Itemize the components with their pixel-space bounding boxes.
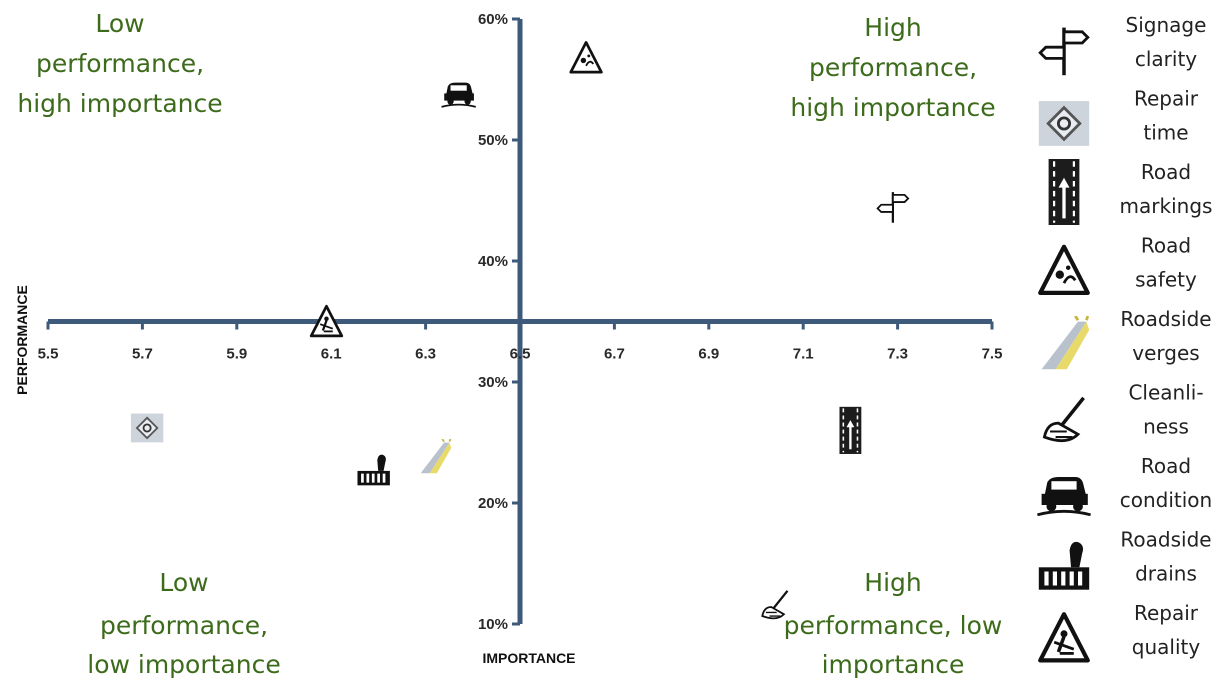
legend-label: safety [1135, 268, 1197, 292]
quadrant-label-top-left: Low performance, high importance [17, 9, 222, 118]
legend-label: quality [1132, 635, 1201, 659]
y-tick-label: 60% [478, 11, 508, 28]
y-tick-label: 30% [478, 374, 508, 391]
legend-label: Roadside [1120, 307, 1211, 331]
quadrant-label-line: performance, [100, 611, 268, 640]
quadrant-label-line: performance, [36, 49, 204, 78]
legend-label: time [1143, 121, 1188, 145]
legend-signpost-icon [1038, 25, 1090, 77]
legend-label: ness [1143, 415, 1189, 439]
x-ticks: 5.5 5.7 5.9 6.1 6.3 6.5 6.7 6.9 7.1 7.3 7.5 [38, 321, 1003, 363]
legend-label: condition [1120, 488, 1212, 512]
x-tick-label: 5.9 [226, 346, 247, 363]
legend-label: Repair [1134, 601, 1199, 625]
legend-car-pothole-icon [1036, 475, 1092, 517]
legend: Signage clarity Repair time Road markings Road… [1036, 13, 1213, 660]
y-tick-label: 50% [478, 132, 508, 149]
quadrant-label-line: Low [95, 9, 144, 38]
x-tick-label: 7.1 [793, 346, 814, 363]
legend-label: Road [1141, 234, 1191, 258]
legend-sweeping-icon [1042, 396, 1086, 443]
x-tick-label: 6.1 [321, 346, 342, 363]
legend-label: Road [1141, 454, 1191, 478]
quadrant-label-line: importance [822, 650, 965, 679]
y-ticks: 10% 20% 30% 40% 50% 60% [478, 11, 520, 633]
x-axis-title: IMPORTANCE [482, 650, 575, 666]
y-tick-label: 20% [478, 495, 508, 512]
x-tick-label: 5.7 [132, 346, 153, 363]
quadrant-label-line: performance, low [784, 611, 1003, 640]
data-point-signpost-icon [876, 191, 910, 224]
legend-label: clarity [1135, 47, 1197, 71]
quadrant-label-line: performance, [809, 53, 977, 82]
x-tick-label: 6.9 [698, 346, 719, 363]
data-point-sweeping-icon [761, 589, 789, 620]
quadrant-label-line: Low [159, 568, 208, 597]
legend-label: Roadside [1120, 528, 1211, 552]
data-point-repair-sign-icon [130, 412, 165, 444]
legend-label: Signage [1126, 13, 1207, 37]
y-tick-label: 10% [478, 616, 508, 633]
legend-road-markings-icon [1047, 159, 1081, 225]
x-tick-label: 7.3 [887, 346, 908, 363]
quadrant-label-line: High [864, 13, 921, 42]
y-tick-label: 40% [478, 253, 508, 270]
quadrant-label-bottom-left: Low performance, low importance [87, 568, 280, 679]
x-tick-label: 5.5 [38, 346, 59, 363]
legend-label: markings [1120, 194, 1213, 218]
data-point-roadside-verge-icon [419, 439, 453, 475]
quadrant-label-top-right: High performance, high importance [790, 13, 995, 122]
legend-roadworks-sign-icon [1040, 614, 1088, 660]
data-point-drain-grate-icon [357, 454, 390, 486]
x-tick-label: 6.7 [604, 346, 625, 363]
data-point-warning-triangle-icon [569, 41, 603, 74]
x-tick-label: 6.5 [510, 346, 531, 363]
legend-repair-sign-icon [1037, 99, 1091, 148]
x-tick-label: 7.5 [982, 346, 1003, 363]
legend-label: drains [1135, 562, 1197, 586]
legend-drain-grate-icon [1038, 541, 1090, 590]
data-point-road-markings-icon [839, 405, 862, 456]
quadrant-label-line: low importance [87, 650, 280, 679]
data-point-car-pothole-icon [440, 81, 477, 108]
legend-label: Road [1141, 160, 1191, 184]
y-axis-title: PERFORMANCE [14, 285, 30, 395]
quadrant-label-bottom-right: High performance, low importance [784, 568, 1003, 679]
quadrant-label-line: High [864, 568, 921, 597]
legend-label: verges [1132, 341, 1199, 365]
legend-warning-triangle-icon [1040, 247, 1088, 293]
quadrant-label-line: high importance [17, 89, 222, 118]
legend-roadside-verge-icon [1040, 316, 1091, 371]
x-tick-label: 6.3 [415, 346, 436, 363]
quadrant-label-line: high importance [790, 93, 995, 122]
legend-label: Repair [1134, 87, 1199, 111]
legend-label: Cleanli- [1128, 381, 1203, 405]
